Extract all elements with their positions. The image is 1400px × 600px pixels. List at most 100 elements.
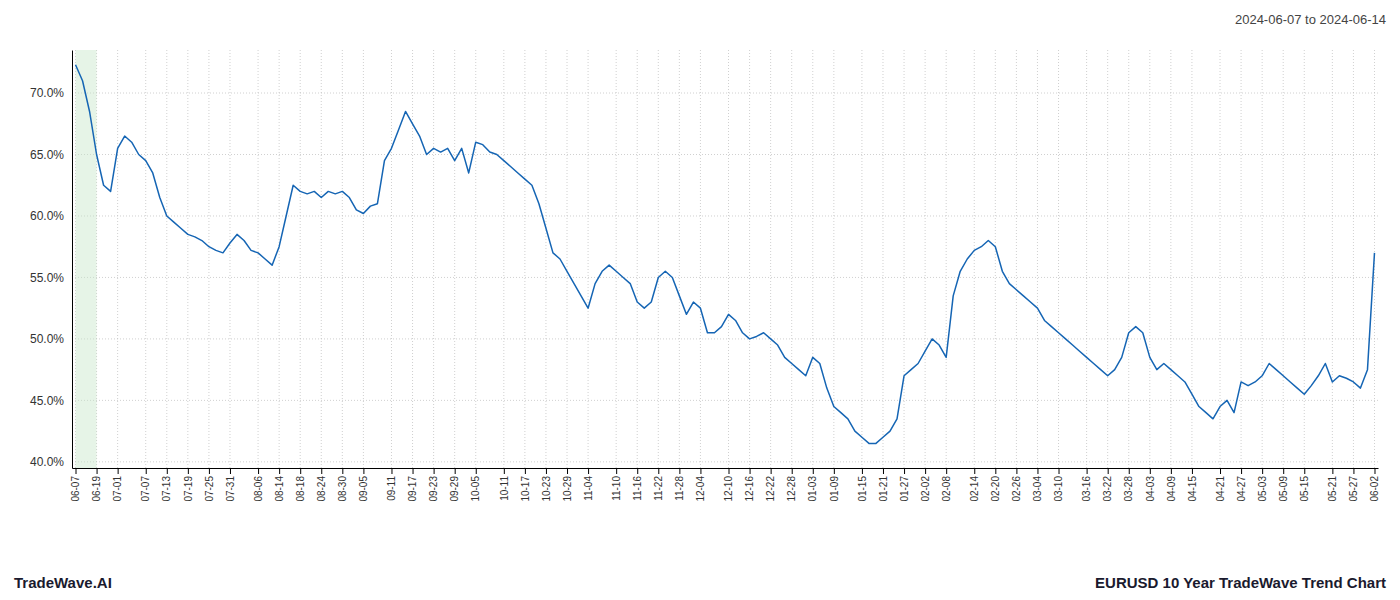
y-tick: 40.0% — [30, 455, 72, 469]
x-tick: 06-02 — [1369, 468, 1380, 502]
grid-line-x — [166, 50, 167, 468]
x-tick: 06-19 — [91, 468, 102, 502]
x-tick-label: 08-24 — [316, 476, 327, 502]
grid-line-x — [1262, 50, 1263, 468]
x-tick-label: 04-21 — [1215, 476, 1226, 502]
grid-line-x — [300, 50, 301, 468]
x-tick-mark — [616, 468, 617, 474]
x-tick-mark — [1150, 468, 1151, 474]
x-tick: 02-26 — [1011, 468, 1022, 502]
x-tick: 11-28 — [674, 468, 685, 501]
x-tick-label: 07-25 — [204, 476, 215, 502]
x-tick-label: 03-04 — [1032, 476, 1043, 502]
x-tick: 04-21 — [1215, 468, 1226, 502]
grid-line-x — [700, 50, 701, 468]
x-tick: 02-14 — [969, 468, 980, 502]
x-tick-mark — [729, 468, 730, 474]
x-tick-mark — [1192, 468, 1193, 474]
x-tick: 03-22 — [1102, 468, 1113, 502]
grid-line-x — [454, 50, 455, 468]
x-tick-label: 03-22 — [1102, 476, 1113, 502]
grid-line-x — [1149, 50, 1150, 468]
x-tick: 11-04 — [583, 468, 594, 501]
x-tick: 10-23 — [541, 468, 552, 502]
grid-line-x — [391, 50, 392, 468]
x-tick-label: 07-01 — [112, 476, 123, 502]
x-tick: 01-03 — [807, 468, 818, 502]
x-tick-mark — [1016, 468, 1017, 474]
x-tick-mark — [1059, 468, 1060, 474]
grid-line-x — [770, 50, 771, 468]
x-tick-label: 08-30 — [337, 476, 348, 502]
x-tick: 09-05 — [358, 468, 369, 502]
x-tick: 05-09 — [1278, 468, 1289, 502]
grid-line-x — [475, 50, 476, 468]
grid-line-x — [812, 50, 813, 468]
x-tick-mark — [1304, 468, 1305, 474]
x-tick: 02-02 — [920, 468, 931, 502]
grid-line-x — [974, 50, 975, 468]
x-tick: 02-20 — [990, 468, 1001, 502]
x-tick: 10-17 — [520, 468, 531, 502]
x-tick-label: 02-08 — [941, 476, 952, 502]
x-tick-mark — [525, 468, 526, 474]
x-tick-label: 10-23 — [541, 476, 552, 502]
x-tick-label: 05-09 — [1278, 476, 1289, 502]
grid-line-x — [749, 50, 750, 468]
x-tick: 03-10 — [1053, 468, 1064, 502]
x-tick-mark — [1108, 468, 1109, 474]
x-tick: 07-31 — [225, 468, 236, 502]
x-tick-mark — [637, 468, 638, 474]
x-tick-mark — [946, 468, 947, 474]
x-tick: 01-09 — [829, 468, 840, 502]
grid-line-x — [279, 50, 280, 468]
grid-line-x — [882, 50, 883, 468]
x-tick-label: 09-11 — [386, 476, 397, 501]
data-line — [76, 65, 1375, 444]
x-tick-mark — [792, 468, 793, 474]
grid-line-x — [145, 50, 146, 468]
x-tick-label: 12-16 — [744, 476, 755, 502]
grid-line-x — [1037, 50, 1038, 468]
x-tick-mark — [567, 468, 568, 474]
x-tick-label: 04-09 — [1166, 476, 1177, 502]
chart-svg: 06-0706-1907-0107-0707-1307-1907-2507-31… — [0, 0, 1400, 600]
x-tick: 04-03 — [1145, 468, 1156, 502]
x-tick-mark — [1087, 468, 1088, 474]
x-tick: 02-08 — [941, 468, 952, 502]
title: EURUSD 10 Year TradeWave Trend Chart — [1095, 574, 1386, 591]
x-tick-label: 12-22 — [765, 476, 776, 502]
x-tick: 07-07 — [140, 468, 151, 502]
x-tick-mark — [146, 468, 147, 474]
grid-line-y — [72, 338, 1378, 339]
grid-line-x — [524, 50, 525, 468]
x-tick-label: 07-19 — [183, 476, 194, 502]
x-tick: 05-27 — [1348, 468, 1359, 502]
x-tick-label: 08-06 — [253, 476, 264, 502]
grid-line-x — [342, 50, 343, 468]
x-tick-mark — [813, 468, 814, 474]
x-tick: 05-03 — [1257, 468, 1268, 502]
x-tick-mark — [750, 468, 751, 474]
grid-line-x — [503, 50, 504, 468]
x-tick-label: 05-27 — [1348, 476, 1359, 502]
x-tick-label: 11-10 — [611, 476, 622, 501]
x-tick-label: 03-28 — [1123, 476, 1134, 502]
x-tick-mark — [279, 468, 280, 474]
y-tick: 45.0% — [30, 394, 72, 408]
grid-line-x — [1332, 50, 1333, 468]
x-tick-label: 06-19 — [91, 476, 102, 502]
x-tick-label: 07-07 — [140, 476, 151, 502]
x-tick: 07-01 — [112, 468, 123, 502]
y-tick: 55.0% — [30, 271, 72, 285]
grid-line-x — [229, 50, 230, 468]
x-tick: 12-16 — [744, 468, 755, 502]
grid-line-x — [1128, 50, 1129, 468]
x-tick-label: 04-15 — [1187, 476, 1198, 502]
x-tick-label: 06-02 — [1369, 476, 1380, 502]
y-tick-label: 50.0% — [30, 332, 64, 346]
y-tick: 65.0% — [30, 148, 72, 162]
grid-line-x — [995, 50, 996, 468]
y-tick-label: 70.0% — [30, 86, 64, 100]
x-tick: 11-22 — [653, 468, 664, 501]
